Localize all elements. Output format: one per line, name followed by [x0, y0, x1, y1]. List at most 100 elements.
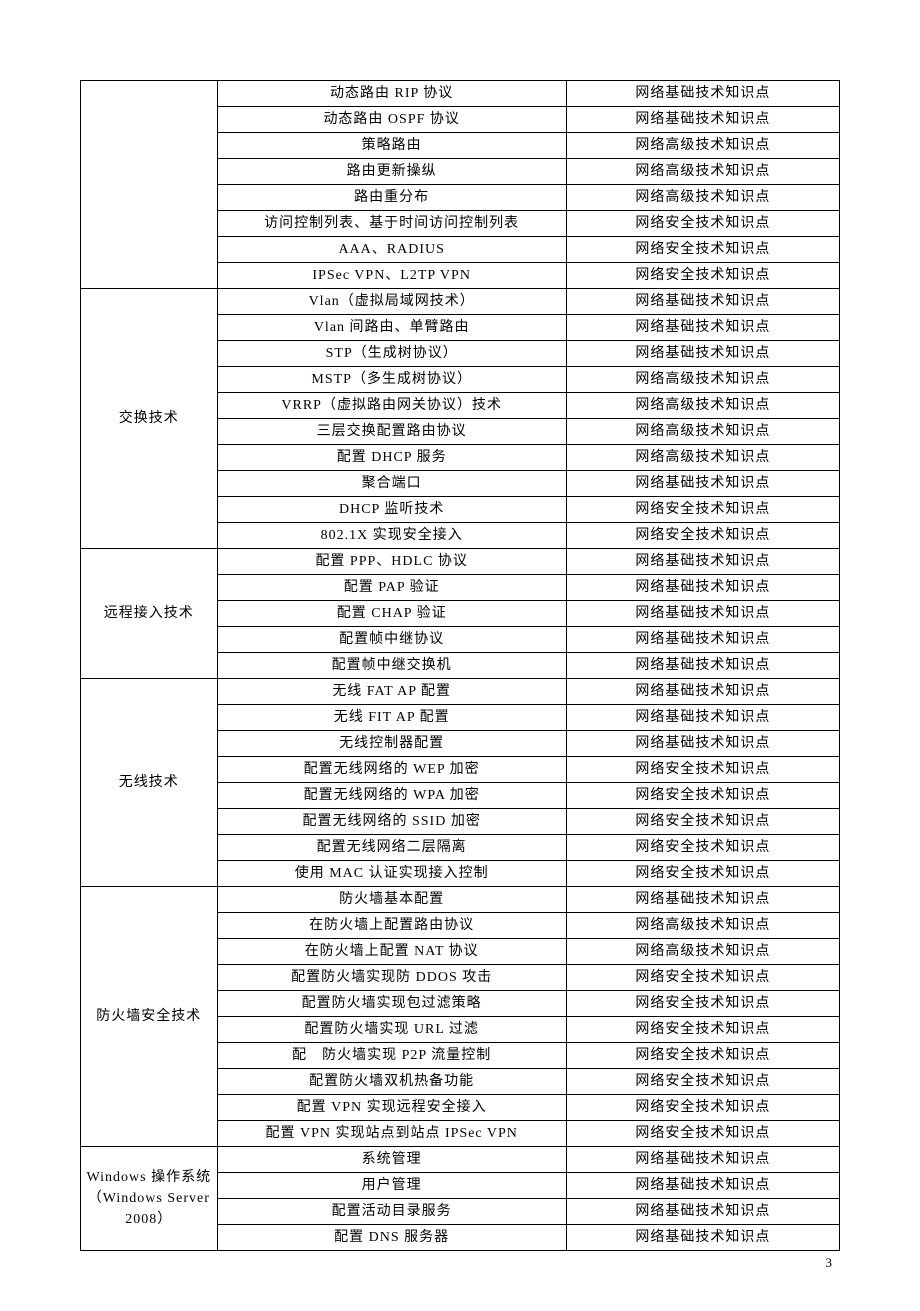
- level-cell: 网络基础技术知识点: [566, 731, 839, 757]
- topic-cell: 防火墙基本配置: [217, 887, 566, 913]
- topic-cell: 无线控制器配置: [217, 731, 566, 757]
- topic-cell: 路由重分布: [217, 185, 566, 211]
- topic-cell: 配置 DHCP 服务: [217, 445, 566, 471]
- table-row: 防火墙安全技术防火墙基本配置网络基础技术知识点: [81, 887, 840, 913]
- topic-cell: 配置无线网络的 WPA 加密: [217, 783, 566, 809]
- level-cell: 网络安全技术知识点: [566, 237, 839, 263]
- topic-cell: 配置防火墙双机热备功能: [217, 1069, 566, 1095]
- level-cell: 网络基础技术知识点: [566, 471, 839, 497]
- level-cell: 网络安全技术知识点: [566, 497, 839, 523]
- level-cell: 网络基础技术知识点: [566, 627, 839, 653]
- topic-cell: 配置 VPN 实现站点到站点 IPSec VPN: [217, 1121, 566, 1147]
- level-cell: 网络高级技术知识点: [566, 367, 839, 393]
- topic-cell: Vlan（虚拟局域网技术）: [217, 289, 566, 315]
- topic-cell: 聚合端口: [217, 471, 566, 497]
- topic-cell: 配置 PPP、HDLC 协议: [217, 549, 566, 575]
- level-cell: 网络安全技术知识点: [566, 835, 839, 861]
- topic-cell: 无线 FIT AP 配置: [217, 705, 566, 731]
- table-row: Windows 操作系统（Windows Server 2008）系统管理网络基…: [81, 1147, 840, 1173]
- topic-cell: 配置帧中继协议: [217, 627, 566, 653]
- topic-cell: VRRP（虚拟路由网关协议）技术: [217, 393, 566, 419]
- curriculum-table: 动态路由 RIP 协议网络基础技术知识点动态路由 OSPF 协议网络基础技术知识…: [80, 80, 840, 1251]
- level-cell: 网络安全技术知识点: [566, 965, 839, 991]
- level-cell: 网络安全技术知识点: [566, 523, 839, 549]
- level-cell: 网络基础技术知识点: [566, 289, 839, 315]
- level-cell: 网络安全技术知识点: [566, 809, 839, 835]
- category-cell: Windows 操作系统（Windows Server 2008）: [81, 1147, 218, 1251]
- topic-cell: 配置 CHAP 验证: [217, 601, 566, 627]
- topic-cell: Vlan 间路由、单臂路由: [217, 315, 566, 341]
- topic-cell: 动态路由 RIP 协议: [217, 81, 566, 107]
- level-cell: 网络安全技术知识点: [566, 263, 839, 289]
- topic-cell: 配置 VPN 实现远程安全接入: [217, 1095, 566, 1121]
- table-row: 远程接入技术配置 PPP、HDLC 协议网络基础技术知识点: [81, 549, 840, 575]
- level-cell: 网络基础技术知识点: [566, 575, 839, 601]
- level-cell: 网络高级技术知识点: [566, 393, 839, 419]
- topic-cell: 配置防火墙实现防 DDOS 攻击: [217, 965, 566, 991]
- level-cell: 网络高级技术知识点: [566, 159, 839, 185]
- topic-cell: 在防火墙上配置 NAT 协议: [217, 939, 566, 965]
- level-cell: 网络安全技术知识点: [566, 1043, 839, 1069]
- topic-cell: 配置无线网络的 SSID 加密: [217, 809, 566, 835]
- topic-cell: 配置 DNS 服务器: [217, 1225, 566, 1251]
- level-cell: 网络高级技术知识点: [566, 445, 839, 471]
- level-cell: 网络基础技术知识点: [566, 1199, 839, 1225]
- topic-cell: IPSec VPN、L2TP VPN: [217, 263, 566, 289]
- category-cell: 交换技术: [81, 289, 218, 549]
- level-cell: 网络安全技术知识点: [566, 211, 839, 237]
- level-cell: 网络基础技术知识点: [566, 341, 839, 367]
- topic-cell: 用户管理: [217, 1173, 566, 1199]
- level-cell: 网络基础技术知识点: [566, 601, 839, 627]
- level-cell: 网络高级技术知识点: [566, 419, 839, 445]
- topic-cell: 路由更新操纵: [217, 159, 566, 185]
- level-cell: 网络安全技术知识点: [566, 1095, 839, 1121]
- level-cell: 网络基础技术知识点: [566, 315, 839, 341]
- topic-cell: 配置帧中继交换机: [217, 653, 566, 679]
- topic-cell: 三层交换配置路由协议: [217, 419, 566, 445]
- topic-cell: 动态路由 OSPF 协议: [217, 107, 566, 133]
- category-cell: 防火墙安全技术: [81, 887, 218, 1147]
- level-cell: 网络基础技术知识点: [566, 679, 839, 705]
- topic-cell: 配置活动目录服务: [217, 1199, 566, 1225]
- topic-cell: 配置无线网络的 WEP 加密: [217, 757, 566, 783]
- topic-cell: 无线 FAT AP 配置: [217, 679, 566, 705]
- topic-cell: AAA、RADIUS: [217, 237, 566, 263]
- topic-cell: 配置防火墙实现 URL 过滤: [217, 1017, 566, 1043]
- topic-cell: 配 防火墙实现 P2P 流量控制: [217, 1043, 566, 1069]
- level-cell: 网络安全技术知识点: [566, 1121, 839, 1147]
- category-cell: [81, 81, 218, 289]
- level-cell: 网络安全技术知识点: [566, 1069, 839, 1095]
- level-cell: 网络基础技术知识点: [566, 1225, 839, 1251]
- document-page: 动态路由 RIP 协议网络基础技术知识点动态路由 OSPF 协议网络基础技术知识…: [0, 0, 920, 1311]
- topic-cell: 系统管理: [217, 1147, 566, 1173]
- topic-cell: 使用 MAC 认证实现接入控制: [217, 861, 566, 887]
- page-number: 3: [80, 1251, 840, 1271]
- topic-cell: 配置防火墙实现包过滤策略: [217, 991, 566, 1017]
- topic-cell: DHCP 监听技术: [217, 497, 566, 523]
- level-cell: 网络高级技术知识点: [566, 939, 839, 965]
- level-cell: 网络安全技术知识点: [566, 783, 839, 809]
- level-cell: 网络基础技术知识点: [566, 549, 839, 575]
- level-cell: 网络基础技术知识点: [566, 107, 839, 133]
- level-cell: 网络高级技术知识点: [566, 913, 839, 939]
- level-cell: 网络基础技术知识点: [566, 653, 839, 679]
- topic-cell: 策略路由: [217, 133, 566, 159]
- level-cell: 网络高级技术知识点: [566, 133, 839, 159]
- level-cell: 网络高级技术知识点: [566, 185, 839, 211]
- table-row: 交换技术Vlan（虚拟局域网技术）网络基础技术知识点: [81, 289, 840, 315]
- level-cell: 网络基础技术知识点: [566, 81, 839, 107]
- level-cell: 网络安全技术知识点: [566, 991, 839, 1017]
- level-cell: 网络安全技术知识点: [566, 861, 839, 887]
- table-row: 动态路由 RIP 协议网络基础技术知识点: [81, 81, 840, 107]
- topic-cell: 802.1X 实现安全接入: [217, 523, 566, 549]
- level-cell: 网络基础技术知识点: [566, 887, 839, 913]
- category-cell: 无线技术: [81, 679, 218, 887]
- level-cell: 网络安全技术知识点: [566, 1017, 839, 1043]
- topic-cell: 配置 PAP 验证: [217, 575, 566, 601]
- topic-cell: 访问控制列表、基于时间访问控制列表: [217, 211, 566, 237]
- topic-cell: 配置无线网络二层隔离: [217, 835, 566, 861]
- category-cell: 远程接入技术: [81, 549, 218, 679]
- table-row: 无线技术无线 FAT AP 配置网络基础技术知识点: [81, 679, 840, 705]
- level-cell: 网络安全技术知识点: [566, 757, 839, 783]
- topic-cell: STP（生成树协议）: [217, 341, 566, 367]
